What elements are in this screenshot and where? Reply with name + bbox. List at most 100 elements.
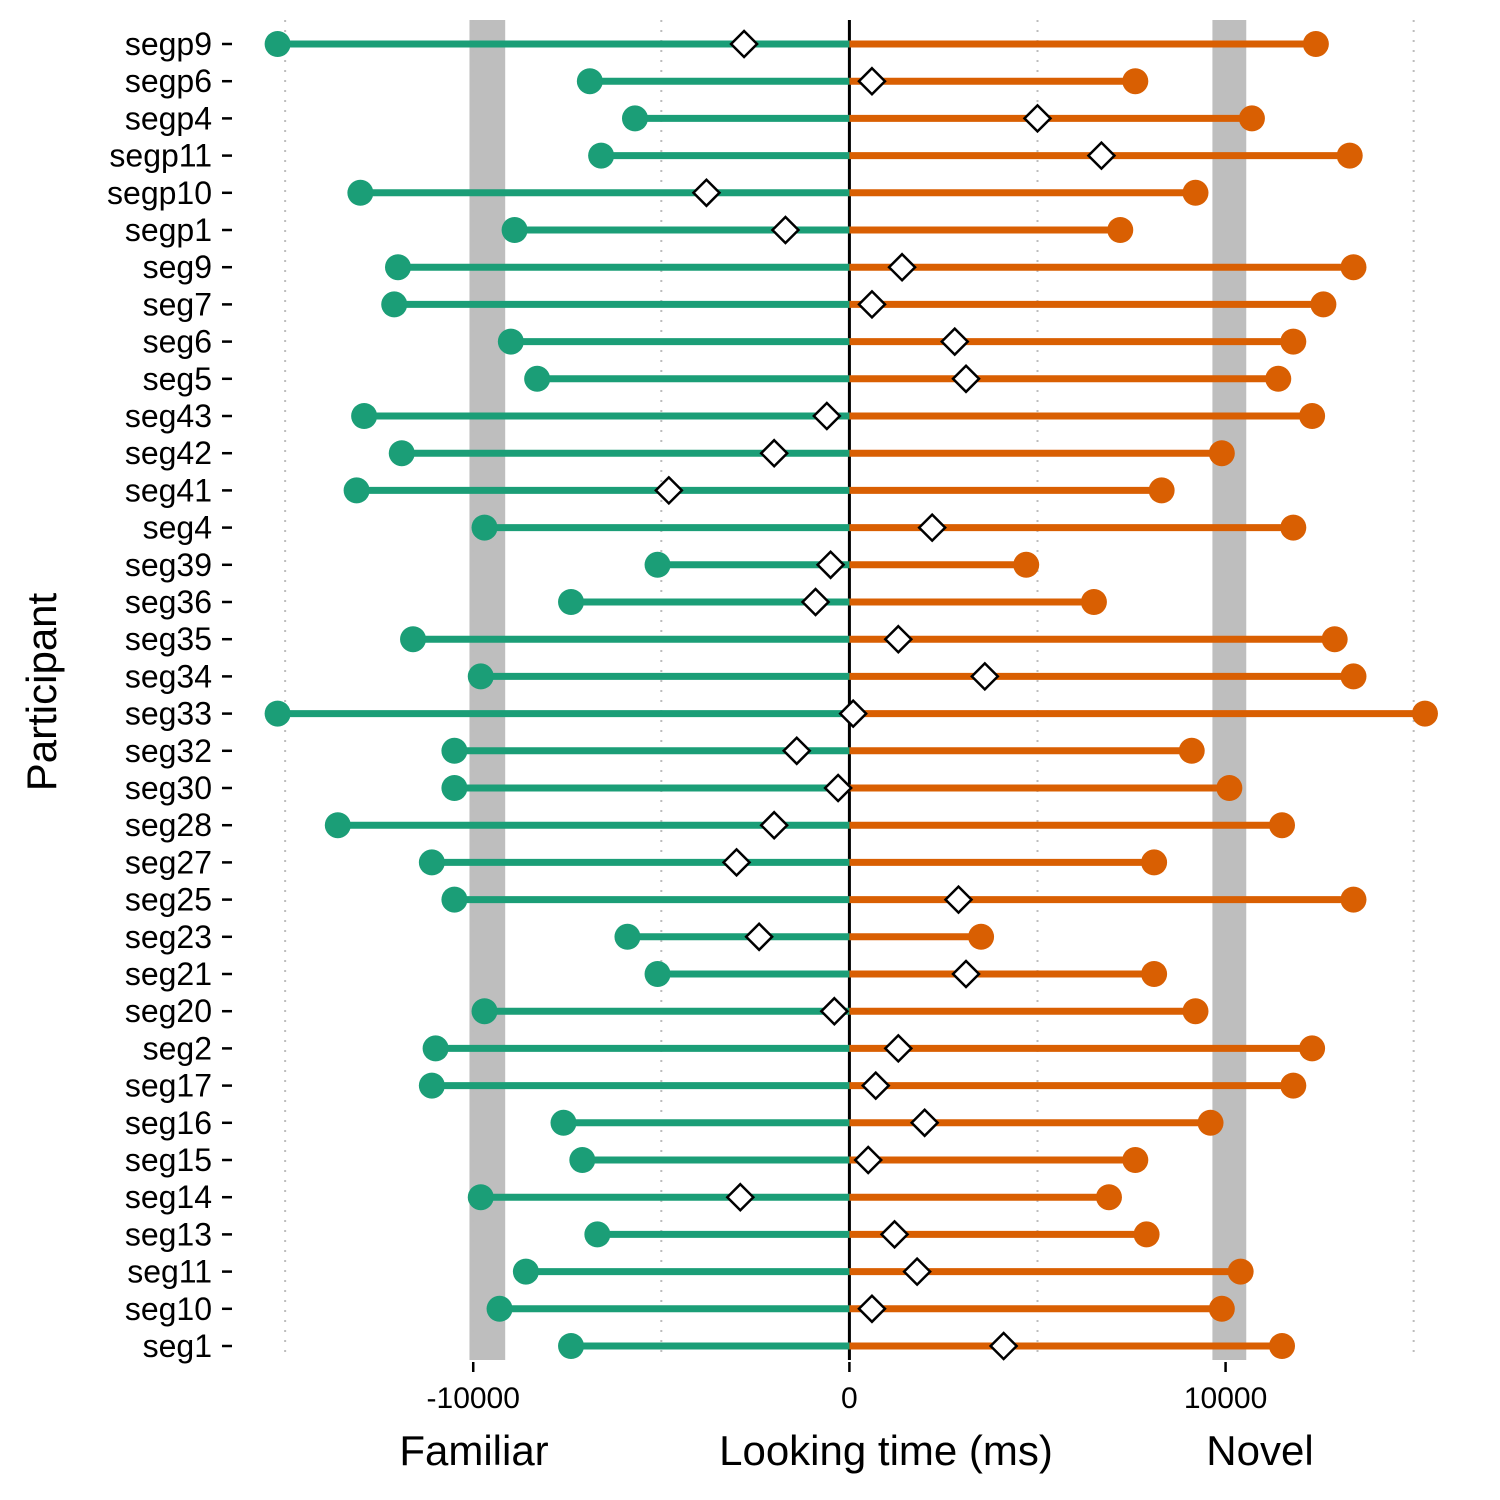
y-tick-label: seg13 bbox=[125, 1216, 212, 1252]
x-tick-label: -10000 bbox=[427, 1382, 520, 1415]
looking-time-points bbox=[264, 29, 1438, 1361]
familiar-point-segp9 bbox=[264, 31, 291, 57]
difference-marker-seg27 bbox=[721, 847, 752, 878]
familiar-point-seg16 bbox=[550, 1109, 577, 1136]
novel-point-seg42 bbox=[1208, 440, 1235, 467]
y-tick-label: seg6 bbox=[143, 324, 212, 360]
looking-time-segments bbox=[277, 40, 1425, 1350]
y-tick-label: seg21 bbox=[125, 956, 212, 992]
novel-point-seg43 bbox=[1299, 403, 1326, 429]
vertical-gridlines bbox=[284, 20, 1415, 1360]
familiar-point-seg15 bbox=[569, 1147, 596, 1173]
y-tick-label: seg5 bbox=[143, 361, 212, 397]
novel-point-seg6 bbox=[1280, 328, 1307, 355]
y-tick-label: seg16 bbox=[125, 1105, 212, 1141]
difference-marker-seg42 bbox=[759, 438, 789, 468]
novel-point-seg10 bbox=[1208, 1295, 1235, 1322]
familiar-point-seg42 bbox=[388, 440, 415, 467]
y-tick-label: seg28 bbox=[125, 807, 212, 843]
y-tick-label: seg25 bbox=[125, 882, 212, 918]
familiar-point-seg34 bbox=[467, 663, 494, 690]
novel-point-segp9 bbox=[1302, 31, 1329, 57]
difference-marker-seg41 bbox=[654, 475, 684, 506]
novel-point-seg1 bbox=[1269, 1333, 1296, 1359]
familiar-point-seg13 bbox=[584, 1221, 611, 1248]
novel-point-seg35 bbox=[1321, 626, 1348, 653]
difference-marker-seg35 bbox=[883, 624, 914, 654]
difference-marker-seg15 bbox=[853, 1145, 883, 1175]
shaded-band-2 bbox=[1212, 20, 1247, 1360]
familiar-point-seg11 bbox=[512, 1258, 539, 1285]
familiar-point-seg28 bbox=[324, 812, 351, 839]
y-tick-label: seg4 bbox=[143, 510, 212, 546]
novel-point-seg15 bbox=[1122, 1147, 1149, 1173]
familiar-point-seg36 bbox=[558, 589, 585, 615]
y-tick-label: seg27 bbox=[125, 844, 212, 880]
novel-point-seg33 bbox=[1411, 700, 1438, 727]
familiar-point-seg43 bbox=[351, 403, 378, 429]
x-tick-label: 0 bbox=[841, 1382, 858, 1415]
novel-point-seg32 bbox=[1178, 737, 1205, 764]
difference-marker-seg14 bbox=[725, 1182, 756, 1212]
y-tick-label: segp10 bbox=[107, 175, 212, 211]
familiar-point-seg10 bbox=[486, 1295, 513, 1322]
novel-point-segp1 bbox=[1107, 217, 1134, 243]
novel-point-seg4 bbox=[1280, 514, 1307, 541]
difference-marker-seg17 bbox=[860, 1070, 891, 1101]
x-tick-label: 10000 bbox=[1184, 1382, 1267, 1415]
familiar-point-seg14 bbox=[467, 1184, 494, 1211]
novel-point-seg5 bbox=[1265, 365, 1292, 392]
difference-marker-seg28 bbox=[759, 810, 789, 840]
difference-marker-seg21 bbox=[951, 959, 981, 989]
familiar-point-seg30 bbox=[441, 775, 468, 801]
y-axis-title: Participant bbox=[18, 592, 65, 791]
y-tick-label: seg32 bbox=[125, 733, 212, 769]
novel-point-seg23 bbox=[968, 923, 995, 950]
familiar-point-seg41 bbox=[343, 477, 370, 504]
y-tick-label: seg33 bbox=[125, 696, 212, 732]
x-axis-ticks: -10000 0 10000 bbox=[427, 1362, 1267, 1415]
y-tick-label: segp9 bbox=[125, 26, 212, 62]
y-tick-label: seg23 bbox=[125, 919, 212, 955]
familiar-point-seg27 bbox=[418, 849, 445, 876]
familiar-point-seg20 bbox=[471, 998, 498, 1025]
x-axis-title-familiar: Familiar bbox=[399, 1427, 548, 1474]
y-tick-label: seg11 bbox=[127, 1254, 212, 1290]
familiar-point-segp1 bbox=[501, 217, 528, 243]
familiar-point-seg9 bbox=[384, 254, 411, 281]
familiar-point-seg25 bbox=[441, 886, 468, 913]
y-tick-label: seg20 bbox=[125, 993, 212, 1029]
novel-point-seg17 bbox=[1280, 1072, 1307, 1099]
difference-marker-seg23 bbox=[744, 922, 774, 952]
familiar-point-seg32 bbox=[441, 737, 468, 764]
y-tick-label: seg30 bbox=[125, 770, 212, 806]
difference-marker-seg9 bbox=[887, 252, 917, 282]
familiar-point-seg35 bbox=[400, 626, 427, 653]
difference-marker-seg6 bbox=[939, 326, 970, 357]
difference-marker-seg5 bbox=[951, 364, 981, 394]
difference-marker-seg36 bbox=[800, 587, 831, 617]
y-tick-label: seg39 bbox=[125, 547, 212, 583]
y-tick-label: seg34 bbox=[125, 658, 212, 694]
familiar-point-segp4 bbox=[621, 105, 648, 132]
novel-point-seg41 bbox=[1148, 477, 1175, 504]
novel-point-seg13 bbox=[1133, 1221, 1160, 1248]
familiar-point-segp11 bbox=[588, 142, 615, 169]
familiar-point-seg4 bbox=[471, 514, 498, 541]
novel-point-seg20 bbox=[1182, 998, 1209, 1025]
novel-point-seg2 bbox=[1299, 1035, 1326, 1062]
novel-point-seg11 bbox=[1227, 1258, 1254, 1285]
y-tick-label: seg36 bbox=[125, 584, 212, 620]
novel-point-seg39 bbox=[1013, 551, 1040, 578]
difference-marker-seg43 bbox=[812, 401, 842, 431]
novel-point-segp6 bbox=[1122, 68, 1149, 95]
familiar-point-seg7 bbox=[381, 291, 408, 318]
y-tick-label: segp4 bbox=[125, 100, 212, 136]
x-axis-title-novel: Novel bbox=[1206, 1427, 1313, 1474]
novel-point-seg21 bbox=[1141, 961, 1168, 987]
novel-point-seg16 bbox=[1197, 1109, 1224, 1136]
y-tick-label: seg14 bbox=[125, 1179, 212, 1215]
reference-bands bbox=[469, 20, 1247, 1360]
difference-marker-seg30 bbox=[823, 773, 853, 803]
